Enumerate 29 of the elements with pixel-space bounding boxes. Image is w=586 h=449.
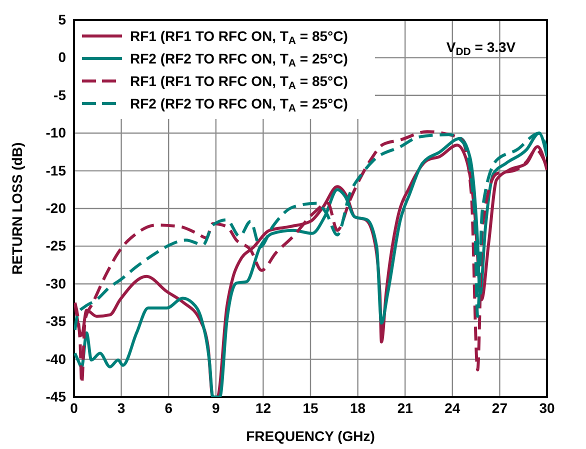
y-tick-label: -35 — [46, 313, 66, 330]
y-tick-label: 5 — [58, 11, 66, 28]
x-tick-label: 12 — [255, 400, 272, 416]
y-tick-label: -30 — [46, 275, 66, 292]
annotation: V$_{DD}$ = 3.3V — [446, 39, 516, 58]
x-tick-label: 27 — [492, 400, 508, 416]
y-tick-label: -40 — [46, 350, 66, 367]
x-tick-label: 6 — [164, 400, 173, 416]
legend-label: RF2 (RF2 TO RFC ON, T$_{A}$ = 25°C) — [130, 50, 348, 70]
legend-label: RF1 (RF1 TO RFC ON, T$_{A}$ = 85°C) — [130, 28, 348, 47]
x-tick-label: 24 — [444, 400, 460, 416]
x-tick-label: 18 — [350, 400, 366, 416]
x-tick-label: 21 — [397, 400, 414, 416]
y-axis-title: RETURN LOSS (dB) — [9, 142, 25, 275]
x-tick-label: 30 — [539, 400, 555, 416]
legend-label: RF1 (RF1 TO RFC ON, T$_{A}$ = 85°C) — [130, 73, 348, 92]
x-tick-label: 0 — [70, 400, 78, 416]
x-axis-title: FREQUENCY (GHz) — [246, 428, 375, 444]
y-tick-label: -15 — [46, 162, 66, 178]
x-tick-label: 3 — [117, 400, 126, 416]
y-tick-label: -25 — [46, 238, 66, 254]
x-tick-label: 15 — [302, 400, 318, 416]
legend-label: RF2 (RF2 TO RFC ON, T$_{A}$ = 25°C) — [130, 96, 348, 114]
y-tick-label: -20 — [46, 200, 66, 216]
y-tick-label: -45 — [46, 388, 66, 404]
y-tick-label: 0 — [58, 49, 66, 66]
x-tick-label: 9 — [212, 400, 220, 416]
y-tick-label: -5 — [54, 86, 66, 103]
y-tick-label: -10 — [46, 124, 66, 141]
